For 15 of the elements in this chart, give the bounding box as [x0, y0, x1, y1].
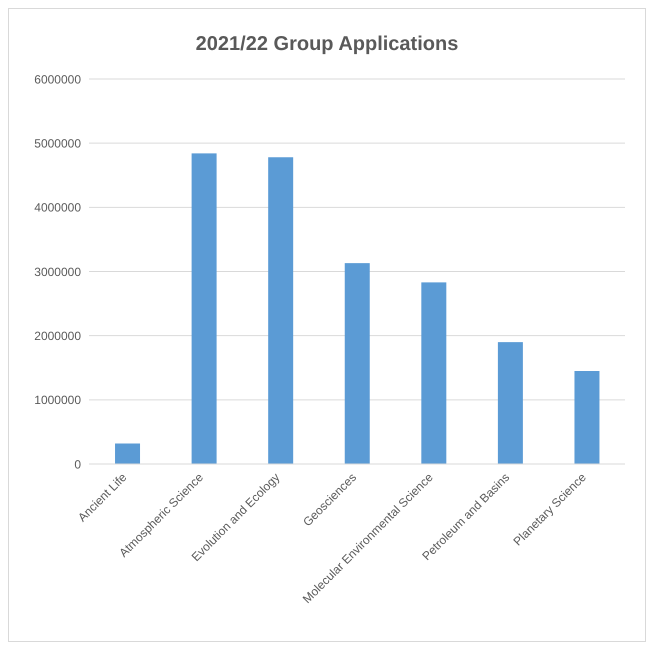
bar — [268, 157, 294, 464]
y-tick-label: 1000000 — [34, 393, 82, 408]
bar — [344, 263, 370, 464]
y-tick-label: 0 — [74, 457, 82, 472]
y-tick-label: 5000000 — [34, 136, 82, 150]
y-tick-label: 3000000 — [34, 264, 82, 279]
bar — [574, 370, 600, 464]
y-tick-label: 4000000 — [34, 200, 82, 215]
chart-title: 2021/22 Group Applications — [194, 32, 460, 57]
y-tick-label: 2000000 — [34, 328, 82, 343]
bar — [115, 443, 140, 464]
bar — [498, 342, 523, 464]
bar — [192, 153, 217, 464]
bar — [421, 282, 446, 464]
y-tick-label: 6000000 — [34, 72, 82, 86]
